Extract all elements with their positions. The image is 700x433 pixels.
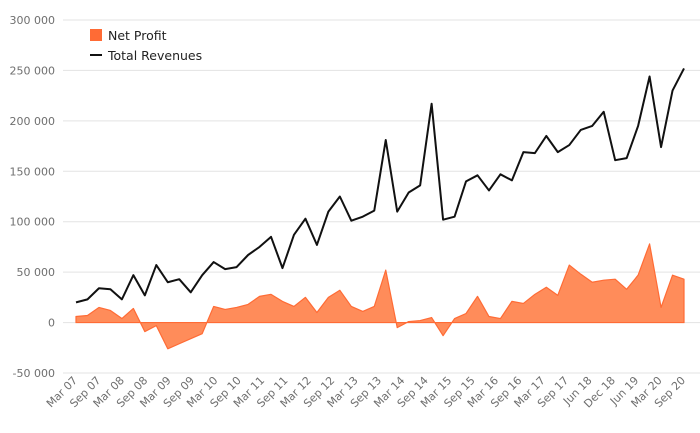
net-profit-area-layer [75, 243, 685, 350]
legend-label-net-profit: Net Profit [108, 28, 167, 43]
net-profit-area [75, 243, 685, 350]
y-tick-label: 200 000 [10, 115, 56, 128]
y-tick-label: 150 000 [10, 165, 56, 178]
y-axis-labels: -50 000 0 50 000 100 000 150 000 200 000 250 0… [10, 14, 56, 380]
y-tick-label: 0 [48, 317, 55, 330]
legend-item-net-profit[interactable]: Net Profit [90, 28, 167, 43]
y-tick-label: 300 000 [10, 14, 56, 27]
legend-label-total-revenues: Total Revenues [107, 48, 202, 63]
y-tick-label: -50 000 [13, 367, 55, 380]
y-tick-label: 50 000 [17, 266, 56, 279]
total-revenues-line [75, 67, 685, 304]
legend-swatch-net-profit [90, 29, 102, 41]
legend-item-total-revenues[interactable]: Total Revenues [90, 48, 202, 63]
y-tick-label: 250 000 [10, 64, 56, 77]
legend: Net Profit Total Revenues [90, 28, 202, 63]
total-revenues-line-layer [75, 67, 685, 304]
y-tick-label: 100 000 [10, 216, 56, 229]
